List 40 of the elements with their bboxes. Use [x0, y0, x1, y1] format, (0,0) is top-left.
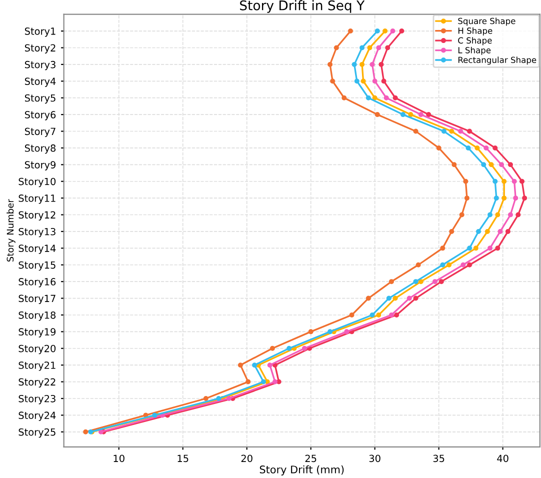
y-tick-label: Story15 [18, 261, 56, 271]
legend-label: C Shape [458, 37, 492, 46]
y-tick-label: Story25 [18, 428, 56, 438]
y-tick-label: Story19 [18, 328, 56, 338]
y-tick-label: Story11 [18, 194, 56, 204]
y-tick-label: Story7 [24, 128, 56, 137]
x-tick-label: 15 [178, 454, 188, 462]
y-tick-label: Story8 [24, 144, 56, 154]
y-axis-title: Story Number [6, 199, 16, 262]
y-tick-label: Story20 [18, 344, 56, 354]
x-tick-label: 20 [241, 454, 252, 462]
x-axis-title: Story Drift (mm) [260, 465, 344, 476]
y-tick-label: Story1 [24, 28, 56, 37]
y-tick-label: Story23 [18, 394, 56, 404]
y-tick-label: Story17 [18, 294, 56, 304]
y-tick-label: Story2 [24, 44, 56, 54]
y-tick-label: Story10 [18, 178, 56, 188]
y-tick-label: Story24 [18, 412, 56, 421]
legend-label: Square Shape [458, 18, 516, 26]
y-tick-label: Story18 [18, 311, 56, 321]
y-tick-label: Story9 [24, 161, 56, 170]
x-tick-label: 25 [305, 454, 316, 462]
y-tick-label: Story4 [24, 78, 56, 87]
y-tick-label: Story5 [24, 94, 56, 104]
x-tick-label: 35 [433, 454, 444, 462]
y-tick-label: Story22 [18, 378, 56, 388]
x-tick-label: 10 [114, 454, 124, 462]
y-tick-label: Story6 [24, 111, 56, 120]
y-tick-label: Story16 [18, 278, 56, 288]
legend-label: H Shape [458, 27, 492, 36]
legend-label: Rectangular Shape [458, 56, 536, 65]
chart-title: Story Drift in Seq Y [240, 0, 365, 13]
legend-label: L Shape [458, 46, 491, 55]
y-tick-label: Story3 [24, 60, 56, 70]
y-tick-label: Story21 [18, 362, 56, 371]
y-tick-label: Story14 [18, 244, 56, 254]
x-tick-label: 40 [497, 454, 508, 462]
y-tick-label: Story13 [18, 228, 56, 238]
y-tick-label: Story12 [18, 211, 56, 220]
x-tick-label: 30 [369, 454, 380, 462]
